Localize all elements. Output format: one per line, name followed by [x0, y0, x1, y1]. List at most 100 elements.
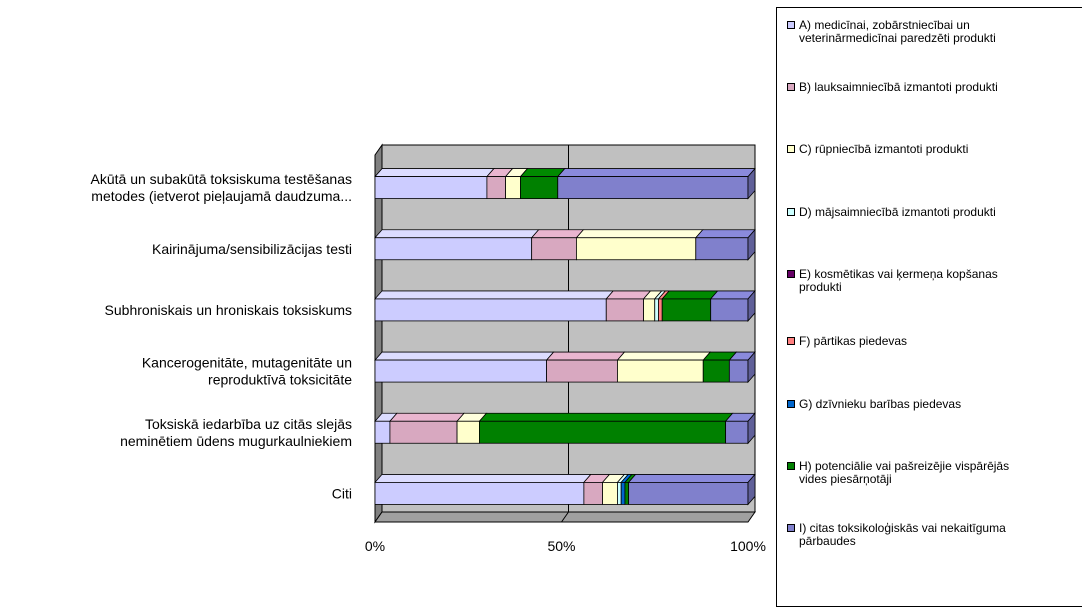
legend-swatch	[787, 145, 795, 153]
bar-segment-front	[628, 482, 749, 505]
legend-label: E) kosmētikas vai ķermeņa kopšanas produ…	[799, 267, 998, 294]
bar-segment	[709, 290, 756, 322]
bar-end-cap	[747, 412, 756, 445]
bar-segment	[616, 351, 712, 383]
bar-segment-front	[546, 359, 618, 383]
bar-segment-front	[374, 420, 391, 444]
bar-segment-top	[530, 229, 585, 239]
bar-segment-top	[545, 351, 626, 361]
bar-segment	[374, 290, 615, 322]
legend: A) medicīnai, zobārstniecībai un veterin…	[776, 7, 1082, 607]
bar-segment	[519, 168, 566, 199]
bar-segment-front	[695, 237, 749, 261]
bar-segment-front	[643, 298, 656, 322]
bar-segment	[530, 229, 585, 261]
legend-label: H) potenciālie vai pašreizējie vispārējā…	[799, 459, 1010, 486]
bar-segment	[694, 229, 756, 261]
bar-segment-front	[389, 420, 458, 444]
legend-label: A) medicīnai, zobārstniecībai un veterin…	[799, 18, 996, 45]
bar-segment-front	[374, 298, 607, 322]
bar-segment-front	[710, 298, 749, 322]
legend-swatch	[787, 21, 795, 29]
x-axis-tick-labels: 0% 50% 100%	[365, 538, 766, 554]
bar-segment-top	[374, 474, 592, 483]
bar-segment-front	[576, 237, 697, 261]
bar-segment-front	[654, 298, 659, 322]
bar-segment-top	[374, 229, 540, 239]
bar-segment-front	[617, 482, 622, 505]
legend-swatch	[787, 462, 795, 470]
bar-segment-top	[627, 474, 756, 483]
bar-segment	[374, 168, 495, 199]
bar-segment-top	[556, 168, 756, 177]
category-label-line: Kairinājuma/sensibilizācijas testi	[152, 241, 352, 257]
category-label: Kairinājuma/sensibilizācijas testi	[152, 241, 352, 257]
category-label-line: reproduktīvā toksicitāte	[208, 372, 352, 388]
bar-segment-front	[505, 176, 521, 199]
bar-segment	[374, 351, 555, 383]
bar-segment-front	[557, 176, 749, 199]
x-tick-label: 50%	[547, 538, 575, 554]
bar-segment-top	[374, 351, 555, 361]
bar-segment	[486, 168, 514, 199]
bar-segment-top	[389, 412, 465, 422]
bar-segment-front	[520, 176, 559, 199]
category-label-line: Akūtā un subakūtā toksiskuma testēšanas	[91, 171, 352, 187]
bar-segment-front	[479, 420, 727, 444]
legend-swatch	[787, 270, 795, 278]
bar-segment-top	[478, 412, 734, 422]
bar-segment-front	[617, 359, 704, 383]
bar-end-cap	[747, 473, 756, 506]
bar-segment-top	[374, 290, 615, 300]
legend-label: C) rūpniecībā izmantoti produkti	[799, 142, 969, 156]
bar-segment-front	[661, 298, 712, 322]
bar-segment-front	[374, 237, 533, 261]
bar-segment	[728, 351, 756, 383]
bar-segment-top	[519, 168, 566, 177]
x-tick-label: 0%	[365, 538, 385, 554]
bar-segment-top	[605, 290, 652, 300]
bar-segment	[478, 412, 734, 444]
legend-label: I) citas toksikoloģiskās vai nekaitīguma…	[799, 521, 1006, 548]
bar-segment	[389, 412, 465, 444]
bar-segment	[374, 474, 592, 505]
category-label-line: metodes (ietverot pieļaujamā daudzuma...	[91, 188, 352, 204]
legend-swatch	[787, 208, 795, 216]
bar-end-cap	[747, 289, 756, 322]
legend-swatch	[787, 400, 795, 408]
bar-segment-front	[602, 482, 618, 505]
legend-label: G) dzīvnieku barības piedevas	[799, 397, 962, 411]
bar-segment-front	[583, 482, 603, 505]
bar-segment-front	[486, 176, 506, 199]
category-label-line: Toksiskā iedarbība uz citās slejās	[145, 416, 352, 432]
category-label-line: Kancerogenitāte, mutagenitāte un	[142, 355, 352, 371]
bar-segment-front	[702, 359, 730, 383]
category-label: Citi	[332, 485, 352, 501]
legend-swatch	[787, 524, 795, 532]
bar-segment	[556, 168, 756, 199]
bar-segment-front	[725, 420, 749, 444]
bar-segment-top	[374, 168, 495, 177]
bar-segment-front	[531, 237, 577, 261]
bar-segment-front	[605, 298, 644, 322]
bar-segment-top	[694, 229, 756, 239]
category-label: Toksiskā iedarbība uz citās slejās neminē…	[120, 416, 352, 449]
bars	[374, 167, 756, 506]
category-label: Akūtā un subakūtā toksiskuma testēšanas m…	[91, 171, 352, 204]
plot-area	[374, 143, 756, 524]
bar-segment-front	[620, 482, 626, 505]
bar-segment	[724, 412, 756, 444]
category-label: Subhroniskais un hroniskais toksiskums	[105, 302, 352, 318]
bar-segment-top	[575, 229, 704, 239]
bar-segment	[575, 229, 704, 261]
legend-swatch	[787, 337, 795, 345]
legend-label: B) lauksaimniecībā izmantoti produkti	[799, 80, 998, 94]
bar-segment-front	[374, 176, 488, 199]
stacked-bar-chart: Akūtā un subakūtā toksiskuma testēšanas m…	[91, 143, 766, 554]
bar-segment-top	[661, 290, 719, 300]
plot-side-wall	[374, 143, 383, 524]
legend-label: F) pārtikas piedevas	[799, 334, 908, 348]
category-labels: Akūtā un subakūtā toksiskuma testēšanas m…	[91, 171, 353, 501]
category-label-line: neminētiem ūdens mugurkaulniekiem	[120, 433, 352, 449]
bar-segment-front	[728, 359, 749, 383]
